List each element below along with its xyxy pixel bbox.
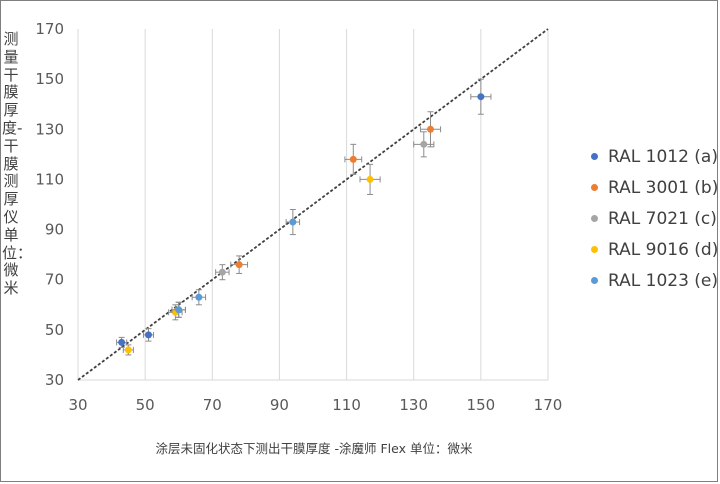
- legend-marker: [591, 277, 598, 284]
- data-point-1-0: [230, 255, 249, 274]
- legend-item-0: RAL 1012 (a): [591, 141, 718, 172]
- x-axis-label: 涂层未固化状态下测出干膜厚度 -涂魔师 Flex 单位：微米: [155, 441, 473, 456]
- data-point-0-0: [116, 336, 128, 348]
- y-tick-label-7: 170: [35, 20, 64, 38]
- legend-item-3: RAL 9016 (d): [591, 234, 718, 265]
- y-tick-label-3: 90: [45, 221, 64, 239]
- data-point-3-0: [122, 344, 134, 356]
- legend-label: RAL 1023 (e): [608, 270, 718, 291]
- legend-marker: [591, 246, 598, 253]
- legend-label: RAL 9016 (d): [608, 239, 718, 260]
- legend-label: RAL 7021 (c): [608, 208, 717, 229]
- marker: [420, 140, 428, 148]
- y-tick-label-1: 50: [45, 321, 64, 339]
- data-point-4-0: [171, 301, 186, 318]
- y-tick-label-6: 150: [35, 70, 64, 88]
- y-axis-label: 测量干膜厚度-干膜测厚仪 单位：微米: [2, 30, 33, 298]
- legend-label: RAL 3001 (b): [608, 177, 718, 198]
- legend: RAL 1012 (a) RAL 3001 (b) RAL 7021 (c) RAL …: [591, 141, 718, 296]
- data-point-0-1: [142, 328, 155, 342]
- data-point-1-2: [419, 111, 442, 148]
- x-tick-label-4: 110: [332, 396, 361, 414]
- marker: [195, 293, 203, 301]
- marker: [366, 175, 374, 183]
- reference-line: [77, 28, 549, 381]
- marker: [289, 218, 297, 226]
- marker: [477, 93, 485, 101]
- x-tick-label-2: 70: [203, 396, 222, 414]
- legend-item-1: RAL 3001 (b): [591, 172, 718, 203]
- legend-label: RAL 1012 (a): [608, 146, 718, 167]
- x-tick-label-1: 50: [136, 396, 155, 414]
- marker: [175, 306, 183, 314]
- y-tick-label-2: 70: [45, 271, 64, 289]
- data-point-4-2: [285, 209, 301, 236]
- legend-marker: [591, 184, 598, 191]
- marker: [118, 338, 126, 346]
- data-point-1-1: [344, 143, 363, 175]
- data-point-3-2: [359, 163, 381, 195]
- marker: [124, 346, 132, 354]
- legend-item-2: RAL 7021 (c): [591, 203, 717, 234]
- marker: [349, 155, 357, 163]
- y-tick-label-4: 110: [35, 170, 64, 188]
- marker: [427, 125, 434, 133]
- legend-marker: [591, 215, 598, 222]
- marker: [145, 331, 152, 339]
- marker: [235, 261, 243, 269]
- x-tick-label-3: 90: [270, 396, 289, 414]
- x-tick-label-7: 170: [534, 396, 563, 414]
- marker: [218, 268, 226, 276]
- data-point-2-1: [215, 264, 230, 281]
- data-point-0-2: [470, 78, 492, 115]
- x-tick-label-6: 150: [467, 396, 496, 414]
- data-point-4-1: [191, 289, 207, 306]
- x-tick-label-0: 30: [68, 396, 87, 414]
- y-tick-label-0: 30: [45, 371, 64, 389]
- y-tick-label-5: 130: [35, 120, 64, 138]
- x-tick-label-5: 130: [399, 396, 428, 414]
- legend-item-4: RAL 1023 (e): [591, 265, 718, 296]
- legend-marker: [591, 153, 598, 160]
- data-point-2-2: [413, 131, 435, 158]
